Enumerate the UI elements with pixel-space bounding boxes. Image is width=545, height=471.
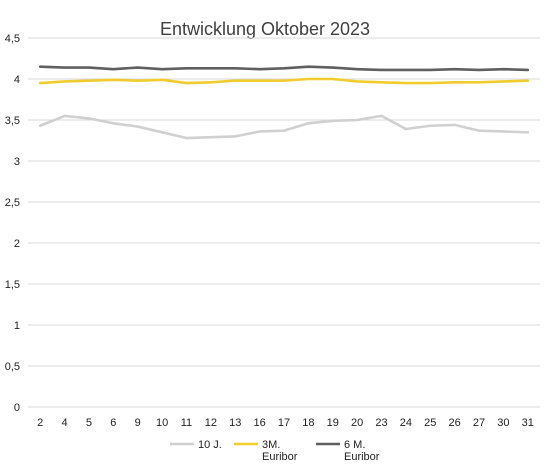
x-tick-label: 25	[424, 417, 436, 429]
series-line-0	[38, 114, 530, 140]
y-tick-label: 4,5	[5, 33, 20, 45]
x-tick-label: 30	[497, 417, 509, 429]
x-tick-label: 31	[522, 417, 534, 429]
x-tick-label: 4	[62, 417, 68, 429]
x-tick-label: 27	[473, 417, 485, 429]
y-tick-label: 0	[14, 402, 20, 414]
gridlines	[28, 37, 540, 408]
x-axis-ticks: 2 4 5 6 9 10 11 12 13 16 17 18 19 20 23 24 25 26 27 30 31	[37, 417, 534, 429]
y-tick-label: 3	[14, 156, 20, 168]
series-line-1	[38, 77, 530, 85]
y-tick-label: 1	[14, 320, 20, 332]
legend-label: 10 J.	[198, 439, 222, 451]
chart-title: Entwicklung Oktober 2023	[160, 19, 370, 39]
x-tick-label: 16	[253, 417, 265, 429]
x-tick-label: 23	[375, 417, 387, 429]
x-tick-label: 17	[278, 417, 290, 429]
x-tick-label: 12	[205, 417, 217, 429]
series-lines	[38, 65, 530, 140]
series-line-2	[38, 65, 530, 72]
y-tick-label: 0,5	[5, 361, 20, 373]
legend-label: 3M.	[262, 439, 280, 451]
x-tick-label: 5	[86, 417, 92, 429]
y-tick-label: 1,5	[5, 279, 20, 291]
x-tick-label: 11	[181, 417, 192, 429]
y-tick-label: 4	[14, 74, 20, 86]
legend-label: 6 M.	[344, 439, 365, 451]
x-tick-label: 6	[110, 417, 116, 429]
x-tick-label: 24	[400, 417, 412, 429]
y-tick-label: 2	[14, 238, 20, 250]
x-tick-label: 18	[302, 417, 314, 429]
y-tick-label: 3,5	[5, 115, 20, 127]
y-tick-label: 2,5	[5, 197, 20, 209]
x-tick-label: 9	[135, 417, 141, 429]
x-tick-label: 10	[156, 417, 168, 429]
x-tick-label: 13	[229, 417, 241, 429]
legend-label: Euribor	[344, 451, 380, 463]
x-tick-label: 26	[449, 417, 461, 429]
y-axis-ticks: 0 0,5 1 1,5 2 2,5 3 3,5 4 4,5	[5, 33, 20, 414]
legend-label: Euribor	[262, 451, 298, 463]
x-tick-label: 2	[37, 417, 43, 429]
x-tick-label: 19	[327, 417, 339, 429]
x-tick-label: 20	[351, 417, 363, 429]
